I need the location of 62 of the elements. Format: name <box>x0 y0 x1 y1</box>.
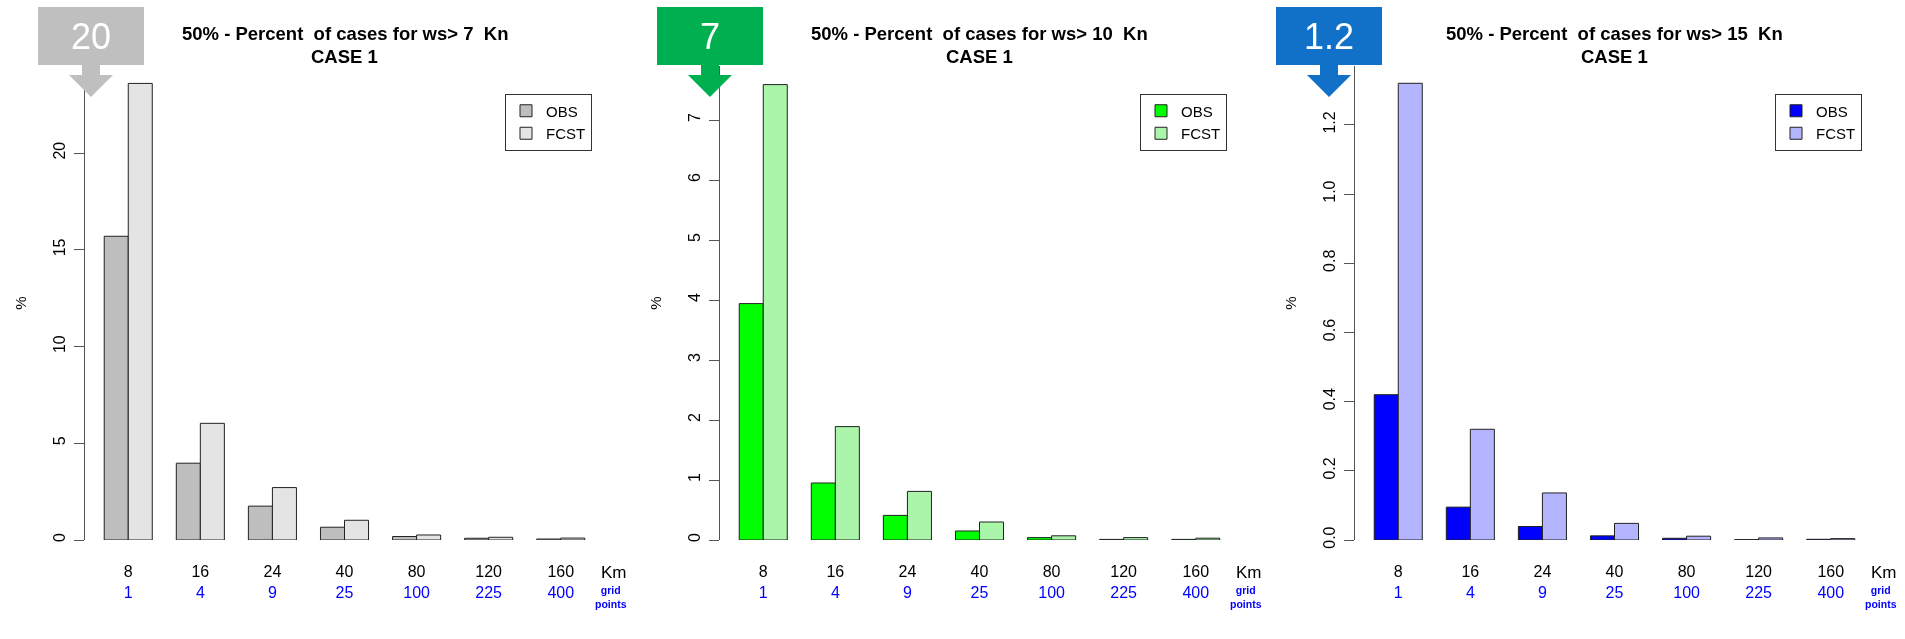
chart-title: 50% - Percent of cases for ws> 7 Kn <box>182 23 509 44</box>
y-tick-label: 2 <box>685 413 703 423</box>
legend-label: OBS <box>546 102 578 120</box>
x-tick-label: 120 225 <box>1745 563 1773 601</box>
x-tick-label: 40 25 <box>1605 563 1624 601</box>
x-tick-label: 16 4 <box>826 563 845 601</box>
y-axis-title: % <box>1281 296 1299 310</box>
y-tick-label: 4 <box>685 293 703 303</box>
y-tick-label: 0.8 <box>1320 249 1338 272</box>
y-tick-label: 15 <box>50 238 68 257</box>
text: grid points <box>1230 584 1262 610</box>
y-tick-label: 5 <box>50 436 68 446</box>
chart-subtitle: CASE 1 <box>311 46 378 67</box>
y-tick-label: 0.0 <box>1320 526 1338 549</box>
x-axis-title: Km <box>601 563 627 582</box>
x-axis-title: Km <box>1871 563 1897 582</box>
y-tick-label: 1.2 <box>1320 111 1338 134</box>
x-tick-label: 120 225 <box>1110 563 1138 601</box>
x-tick-label: 160 400 <box>1182 563 1210 601</box>
y-axis-title: % <box>646 296 664 310</box>
legend-label: FCST <box>546 125 586 143</box>
x-axis-title: Km <box>1236 563 1262 582</box>
y-tick-label: 1 <box>685 473 703 483</box>
y-tick-label: 3 <box>685 353 703 363</box>
x-tick-label: 40 25 <box>970 563 989 601</box>
legend-label: FCST <box>1816 125 1856 143</box>
text: grid points <box>1865 584 1897 610</box>
y-tick-label: 5 <box>685 233 703 243</box>
legend-label: OBS <box>1816 102 1848 120</box>
x-tick-label: 40 25 <box>335 563 354 601</box>
y-tick-label: 0.2 <box>1320 457 1338 480</box>
chart-title: 50% - Percent of cases for ws> 10 Kn <box>811 23 1148 44</box>
x-tick-label: 24 9 <box>263 563 282 601</box>
x-tick-label: 80 100 <box>1038 563 1066 601</box>
y-tick-label: 0 <box>50 533 68 543</box>
x-tick-label: 16 4 <box>191 563 210 601</box>
x-tick-label: 120 225 <box>475 563 503 601</box>
x-tick-label: 80 100 <box>403 563 431 601</box>
x-tick-label: 24 9 <box>1533 563 1552 601</box>
legend-label: FCST <box>1181 125 1221 143</box>
y-tick-label: 6 <box>685 173 703 183</box>
y-tick-label: 0 <box>685 533 703 543</box>
legend-label: OBS <box>1181 102 1213 120</box>
y-tick-label: 0.4 <box>1320 387 1338 411</box>
y-tick-label: 1.0 <box>1320 180 1338 203</box>
x-tick-label: 8 1 <box>1393 563 1403 601</box>
y-tick-label: 10 <box>50 335 68 354</box>
y-tick-label: 7 <box>685 113 703 123</box>
x-tick-label: 16 4 <box>1461 563 1480 601</box>
x-tick-label: 160 400 <box>1817 563 1845 601</box>
x-tick-label: 80 100 <box>1673 563 1701 601</box>
y-tick-label: 20 <box>50 141 68 160</box>
text: grid points <box>595 584 627 610</box>
x-tick-label: 160 400 <box>547 563 575 601</box>
chart-title: 50% - Percent of cases for ws> 15 Kn <box>1446 23 1783 44</box>
y-axis-title: % <box>11 296 29 310</box>
y-tick-label: 0.6 <box>1320 318 1338 342</box>
x-tick-label: 24 9 <box>898 563 917 601</box>
chart-subtitle: CASE 1 <box>1581 46 1648 67</box>
x-tick-label: 8 1 <box>758 563 768 601</box>
chart-subtitle: CASE 1 <box>946 46 1013 67</box>
x-tick-label: 8 1 <box>123 563 133 601</box>
